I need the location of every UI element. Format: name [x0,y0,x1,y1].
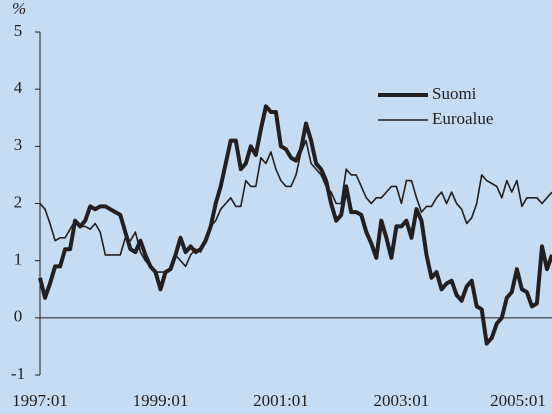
y-tick-label: 5 [14,21,23,40]
x-tick-label: 2001:01 [253,391,309,410]
y-tick-label: 2 [14,192,23,211]
x-tick-label: 1997:01 [12,391,68,410]
x-tick-label: 1999:01 [133,391,189,410]
legend-label: Euroalue [432,109,493,128]
y-tick-label: 3 [14,135,23,154]
series-line [38,104,552,346]
x-tick-label: 2005:01 [490,391,546,410]
x-tick-label: 2003:01 [374,391,430,410]
legend-label: Suomi [432,84,477,103]
y-tick-label: 1 [14,250,23,269]
y-tick-label: 4 [14,78,23,97]
y-tick-label: -1 [11,364,25,383]
y-tick-label: 0 [14,307,23,326]
series-line [39,139,552,273]
y-axis-label: % [12,0,26,18]
